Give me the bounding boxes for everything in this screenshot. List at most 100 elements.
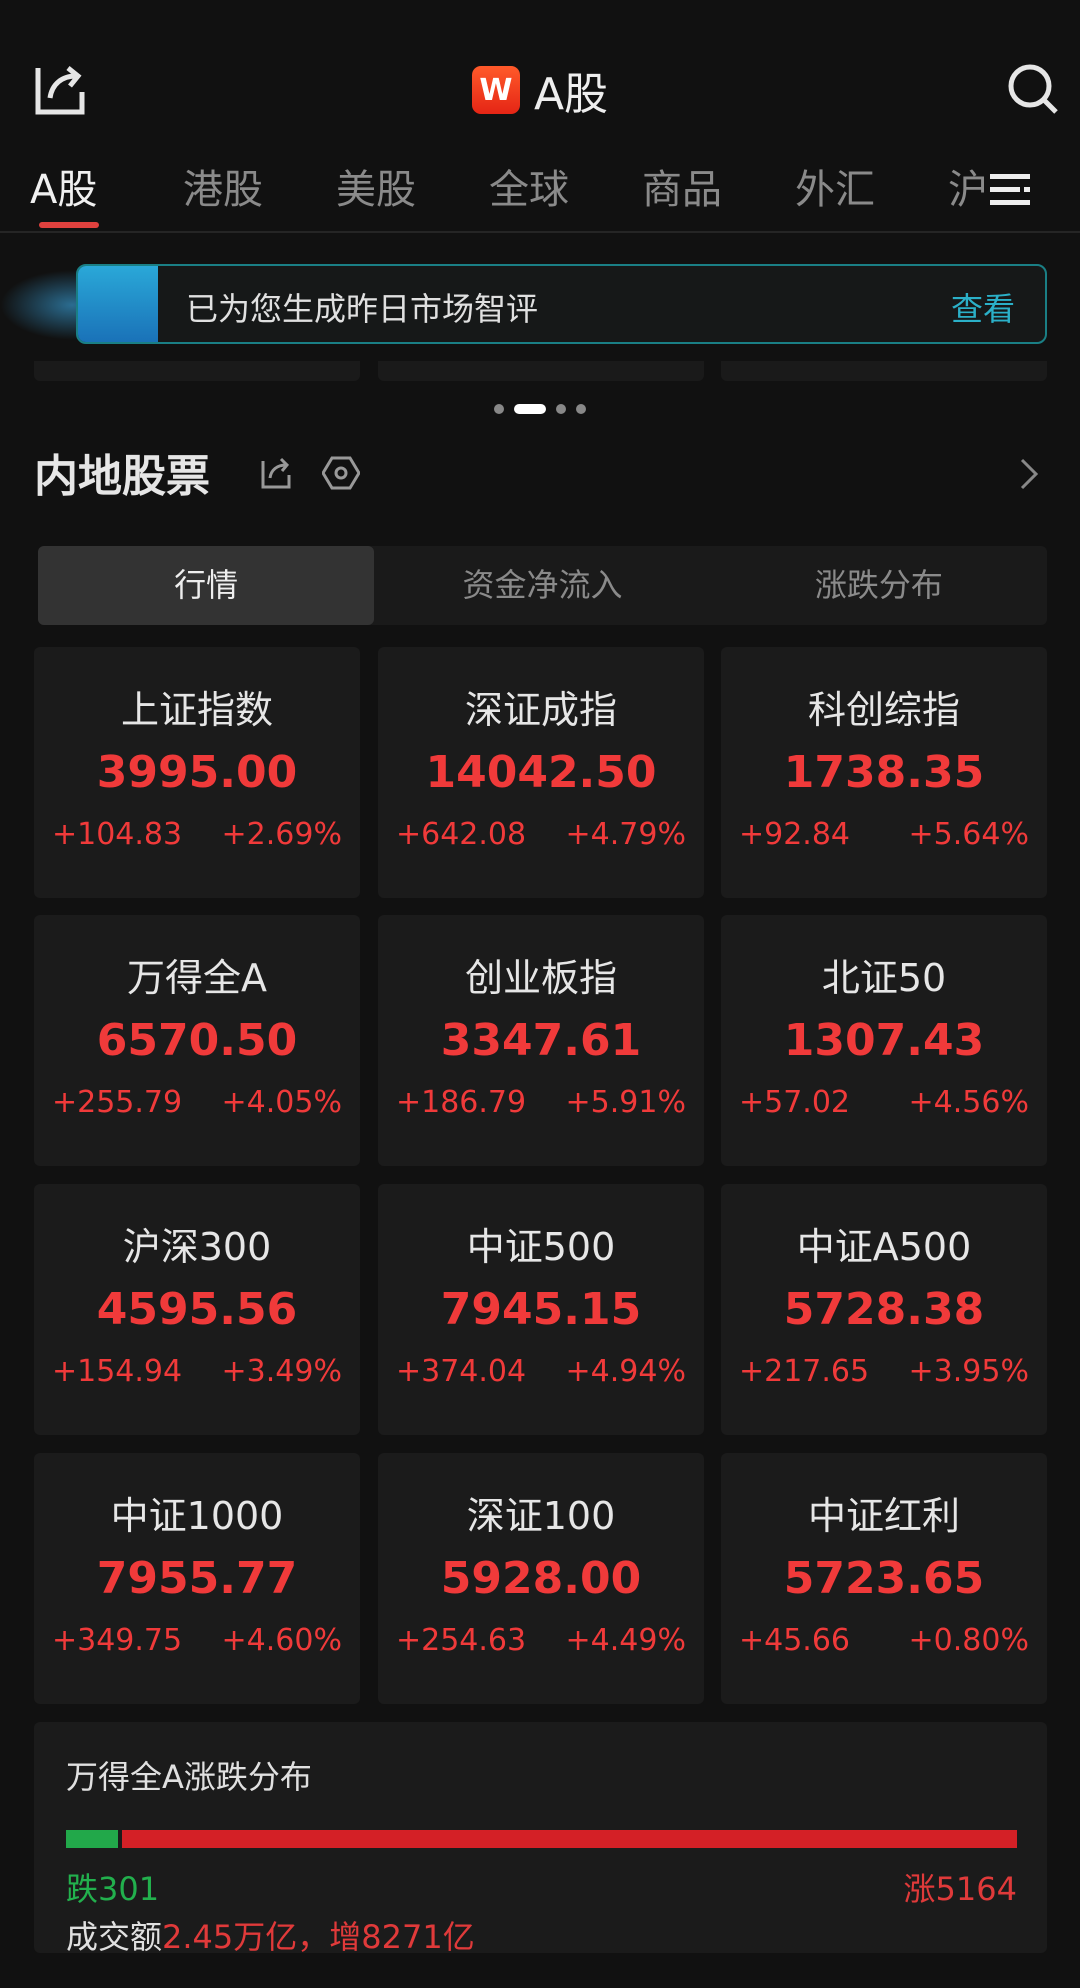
index-name: 北证50 [821, 956, 947, 1000]
tab-us[interactable]: 美股 [336, 167, 416, 213]
advance-count: 涨5164 [903, 1870, 1017, 1908]
index-card[interactable]: 万得全A 6570.50 +255.79 +4.05% [34, 915, 360, 1166]
index-card[interactable]: 深证成指 14042.50 +642.08 +4.79% [378, 647, 704, 898]
index-percent: +4.60% [221, 1623, 342, 1658]
index-card[interactable]: 沪深300 4595.56 +154.94 +3.49% [34, 1184, 360, 1435]
index-name: 深证100 [466, 1494, 616, 1538]
page-title: A股 [533, 69, 609, 120]
tab-hk[interactable]: 港股 [183, 167, 263, 213]
index-name: 中证500 [466, 1225, 616, 1269]
menu-icon[interactable] [990, 172, 1032, 212]
share-icon[interactable] [34, 62, 88, 116]
index-percent: +3.49% [221, 1354, 342, 1389]
index-price: 6570.50 [96, 1015, 298, 1066]
carousel-dot[interactable] [494, 404, 504, 414]
tab-commodities[interactable]: 商品 [642, 167, 722, 213]
carousel-card [721, 361, 1047, 381]
index-card[interactable]: 中证500 7945.15 +374.04 +4.94% [378, 1184, 704, 1435]
index-percent: +0.80% [908, 1623, 1029, 1658]
carousel-dot[interactable] [556, 404, 566, 414]
index-card[interactable]: 中证A500 5728.38 +217.65 +3.95% [721, 1184, 1047, 1435]
index-percent: +5.91% [565, 1085, 686, 1120]
segment-distribution[interactable]: 涨跌分布 [814, 566, 943, 604]
index-percent: +3.95% [908, 1354, 1029, 1389]
index-change: +642.08 [396, 817, 527, 852]
index-change: +349.75 [52, 1623, 183, 1658]
index-price: 3995.00 [96, 747, 298, 798]
index-change: +154.94 [52, 1354, 183, 1389]
segment-net-inflow[interactable]: 资金净流入 [462, 566, 623, 604]
index-change: +186.79 [396, 1085, 527, 1120]
index-percent: +4.56% [908, 1085, 1029, 1120]
index-price: 7945.15 [440, 1284, 642, 1335]
index-change: +374.04 [396, 1354, 527, 1389]
market-tabs: A股 港股 美股 全球 商品 外汇 沪 [30, 160, 998, 220]
advance-bar [122, 1830, 1017, 1848]
index-card[interactable]: 北证50 1307.43 +57.02 +4.56% [721, 915, 1047, 1166]
segmented-control: 行情 资金净流入 涨跌分布 [38, 546, 1047, 625]
index-card[interactable]: 科创综指 1738.35 +92.84 +5.64% [721, 647, 1047, 898]
view-link[interactable]: 查看 [950, 290, 1015, 328]
index-price: 1738.35 [783, 747, 985, 798]
index-card[interactable]: 深证100 5928.00 +254.63 +4.49% [378, 1453, 704, 1704]
turnover: 成交额2.45万亿，增8271亿 [66, 1912, 475, 1958]
share-icon[interactable] [260, 456, 294, 494]
index-change: +217.65 [739, 1354, 870, 1389]
divider [0, 231, 1080, 233]
carousel-dot-active[interactable] [514, 404, 546, 414]
carousel-card [378, 361, 704, 381]
wind-logo: W [471, 66, 520, 114]
index-name: 沪深300 [122, 1225, 272, 1269]
turnover-label: 成交额 [66, 1918, 163, 1956]
index-change: +57.02 [739, 1085, 851, 1120]
turnover-value: 2.45万亿，增8271亿 [162, 1918, 475, 1956]
index-price: 3347.61 [440, 1015, 642, 1066]
index-change: +45.66 [739, 1623, 851, 1658]
decline-bar [66, 1830, 119, 1848]
index-price: 5928.00 [440, 1553, 642, 1604]
index-price: 7955.77 [96, 1553, 298, 1604]
banner-text: 已为您生成昨日市场智评 [186, 290, 539, 328]
tab-a-shares[interactable]: A股 [30, 167, 98, 213]
decline-count: 跌301 [66, 1870, 160, 1908]
index-name: 科创综指 [807, 688, 960, 732]
index-change: +255.79 [52, 1085, 183, 1120]
settings-hexagon-icon[interactable] [321, 454, 361, 496]
section-title: 内地股票 [34, 451, 210, 502]
tab-forex[interactable]: 外汇 [795, 167, 875, 213]
index-name: 中证A500 [796, 1225, 972, 1269]
index-price: 14042.50 [425, 747, 657, 798]
index-card[interactable]: 上证指数 3995.00 +104.83 +2.69% [34, 647, 360, 898]
index-price: 5723.65 [783, 1553, 985, 1604]
tab-partial[interactable]: 沪 [948, 167, 988, 213]
search-icon[interactable] [1006, 62, 1060, 116]
active-tab-indicator [39, 222, 99, 228]
index-card[interactable]: 中证红利 5723.65 +45.66 +0.80% [721, 1453, 1047, 1704]
index-name: 中证红利 [807, 1494, 960, 1538]
advance-decline-card[interactable]: 万得全A涨跌分布 跌301 涨5164 成交额2.45万亿，增8271亿 [34, 1722, 1047, 1956]
index-percent: +5.64% [908, 817, 1029, 852]
index-percent: +4.05% [221, 1085, 342, 1120]
banner-accent [78, 266, 158, 342]
index-name: 中证1000 [110, 1494, 284, 1538]
index-change: +92.84 [739, 817, 851, 852]
carousel-dot[interactable] [576, 404, 586, 414]
index-name: 万得全A [127, 956, 267, 1000]
index-card[interactable]: 创业板指 3347.61 +186.79 +5.91% [378, 915, 704, 1166]
carousel-card [34, 361, 360, 381]
index-price: 4595.56 [96, 1284, 298, 1335]
distribution-title: 万得全A涨跌分布 [66, 1758, 312, 1796]
index-name: 上证指数 [120, 688, 273, 732]
market-review-banner[interactable]: 已为您生成昨日市场智评 查看 [76, 264, 1047, 344]
advance-decline-bar [66, 1830, 1017, 1848]
banner-glow [0, 270, 90, 340]
index-price: 1307.43 [783, 1015, 985, 1066]
tab-global[interactable]: 全球 [489, 167, 569, 213]
index-percent: +4.49% [565, 1623, 686, 1658]
page-header: W A股 [0, 62, 1080, 120]
index-name: 深证成指 [464, 688, 617, 732]
index-name: 创业板指 [464, 956, 617, 1000]
index-card[interactable]: 中证1000 7955.77 +349.75 +4.60% [34, 1453, 360, 1704]
chevron-right-icon[interactable] [1018, 456, 1040, 496]
segment-quotes[interactable]: 行情 [38, 546, 375, 625]
